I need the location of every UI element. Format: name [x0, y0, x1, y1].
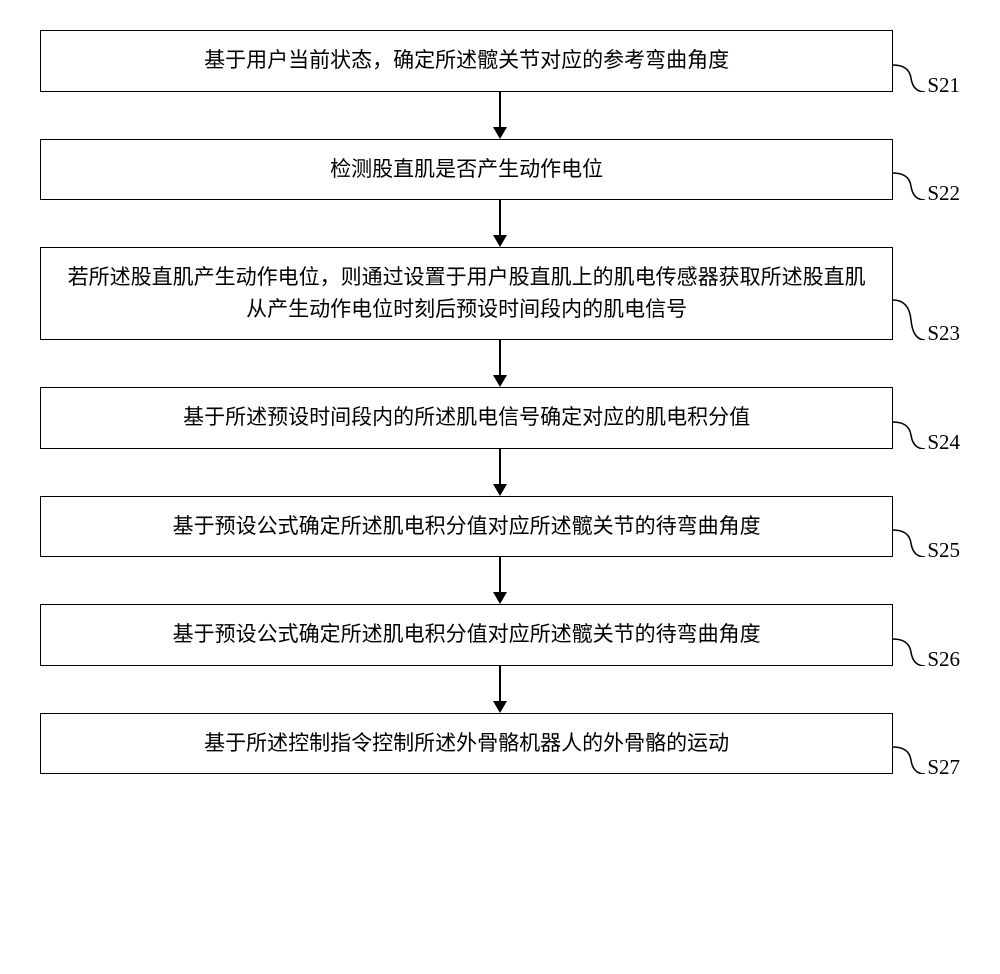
- arrow-line: [499, 666, 501, 702]
- step-text: 基于用户当前状态，确定所述髋关节对应的参考弯曲角度: [204, 45, 729, 77]
- step-row: 基于用户当前状态，确定所述髋关节对应的参考弯曲角度 S21: [40, 30, 960, 92]
- arrow-down: [493, 557, 507, 604]
- curve-connector: [893, 503, 925, 557]
- step-box-s27: 基于所述控制指令控制所述外骨骼机器人的外骨骼的运动: [40, 713, 893, 775]
- arrow-container: [70, 340, 930, 387]
- curve-connector: [893, 260, 925, 340]
- curve-connector: [893, 38, 925, 92]
- step-label: S24: [927, 430, 960, 455]
- step-box-s25: 基于预设公式确定所述肌电积分值对应所述髋关节的待弯曲角度: [40, 496, 893, 558]
- step-label: S22: [927, 181, 960, 206]
- step-text: 若所述股直肌产生动作电位，则通过设置于用户股直肌上的肌电传感器获取所述股直肌从产…: [61, 262, 872, 325]
- step-row: 基于所述预设时间段内的所述肌电信号确定对应的肌电积分值 S24: [40, 387, 960, 449]
- step-label: S26: [927, 647, 960, 672]
- arrow-down: [493, 666, 507, 713]
- arrow-down: [493, 449, 507, 496]
- step-box-s26: 基于预设公式确定所述肌电积分值对应所述髋关节的待弯曲角度: [40, 604, 893, 666]
- step-row: 基于预设公式确定所述肌电积分值对应所述髋关节的待弯曲角度 S26: [40, 604, 960, 666]
- arrow-container: [70, 557, 930, 604]
- step-text: 检测股直肌是否产生动作电位: [330, 154, 603, 186]
- arrow-head: [493, 484, 507, 496]
- step-text: 基于所述预设时间段内的所述肌电信号确定对应的肌电积分值: [183, 402, 750, 434]
- arrow-line: [499, 449, 501, 485]
- arrow-down: [493, 200, 507, 247]
- arrow-line: [499, 200, 501, 236]
- arrow-container: [70, 200, 930, 247]
- arrow-head: [493, 235, 507, 247]
- arrow-head: [493, 375, 507, 387]
- step-row: 若所述股直肌产生动作电位，则通过设置于用户股直肌上的肌电传感器获取所述股直肌从产…: [40, 247, 960, 340]
- arrow-container: [70, 666, 930, 713]
- step-label: S21: [927, 73, 960, 98]
- arrow-container: [70, 92, 930, 139]
- arrow-line: [499, 92, 501, 128]
- step-box-s23: 若所述股直肌产生动作电位，则通过设置于用户股直肌上的肌电传感器获取所述股直肌从产…: [40, 247, 893, 340]
- curve-connector: [893, 395, 925, 449]
- arrow-line: [499, 340, 501, 376]
- arrow-container: [70, 449, 930, 496]
- curve-connector: [893, 146, 925, 200]
- step-box-s24: 基于所述预设时间段内的所述肌电信号确定对应的肌电积分值: [40, 387, 893, 449]
- flowchart-container: 基于用户当前状态，确定所述髋关节对应的参考弯曲角度 S21 检测股直肌是否产生动…: [40, 30, 960, 774]
- step-label: S23: [927, 321, 960, 346]
- step-row: 检测股直肌是否产生动作电位 S22: [40, 139, 960, 201]
- step-text: 基于所述控制指令控制所述外骨骼机器人的外骨骼的运动: [204, 728, 729, 760]
- step-text: 基于预设公式确定所述肌电积分值对应所述髋关节的待弯曲角度: [173, 619, 761, 651]
- step-row: 基于预设公式确定所述肌电积分值对应所述髋关节的待弯曲角度 S25: [40, 496, 960, 558]
- step-label: S27: [927, 755, 960, 780]
- arrow-head: [493, 592, 507, 604]
- step-box-s21: 基于用户当前状态，确定所述髋关节对应的参考弯曲角度: [40, 30, 893, 92]
- arrow-head: [493, 127, 507, 139]
- curve-connector: [893, 720, 925, 774]
- step-box-s22: 检测股直肌是否产生动作电位: [40, 139, 893, 201]
- arrow-down: [493, 340, 507, 387]
- step-row: 基于所述控制指令控制所述外骨骼机器人的外骨骼的运动 S27: [40, 713, 960, 775]
- curve-connector: [893, 612, 925, 666]
- step-label: S25: [927, 538, 960, 563]
- arrow-down: [493, 92, 507, 139]
- step-text: 基于预设公式确定所述肌电积分值对应所述髋关节的待弯曲角度: [173, 511, 761, 543]
- arrow-line: [499, 557, 501, 593]
- arrow-head: [493, 701, 507, 713]
